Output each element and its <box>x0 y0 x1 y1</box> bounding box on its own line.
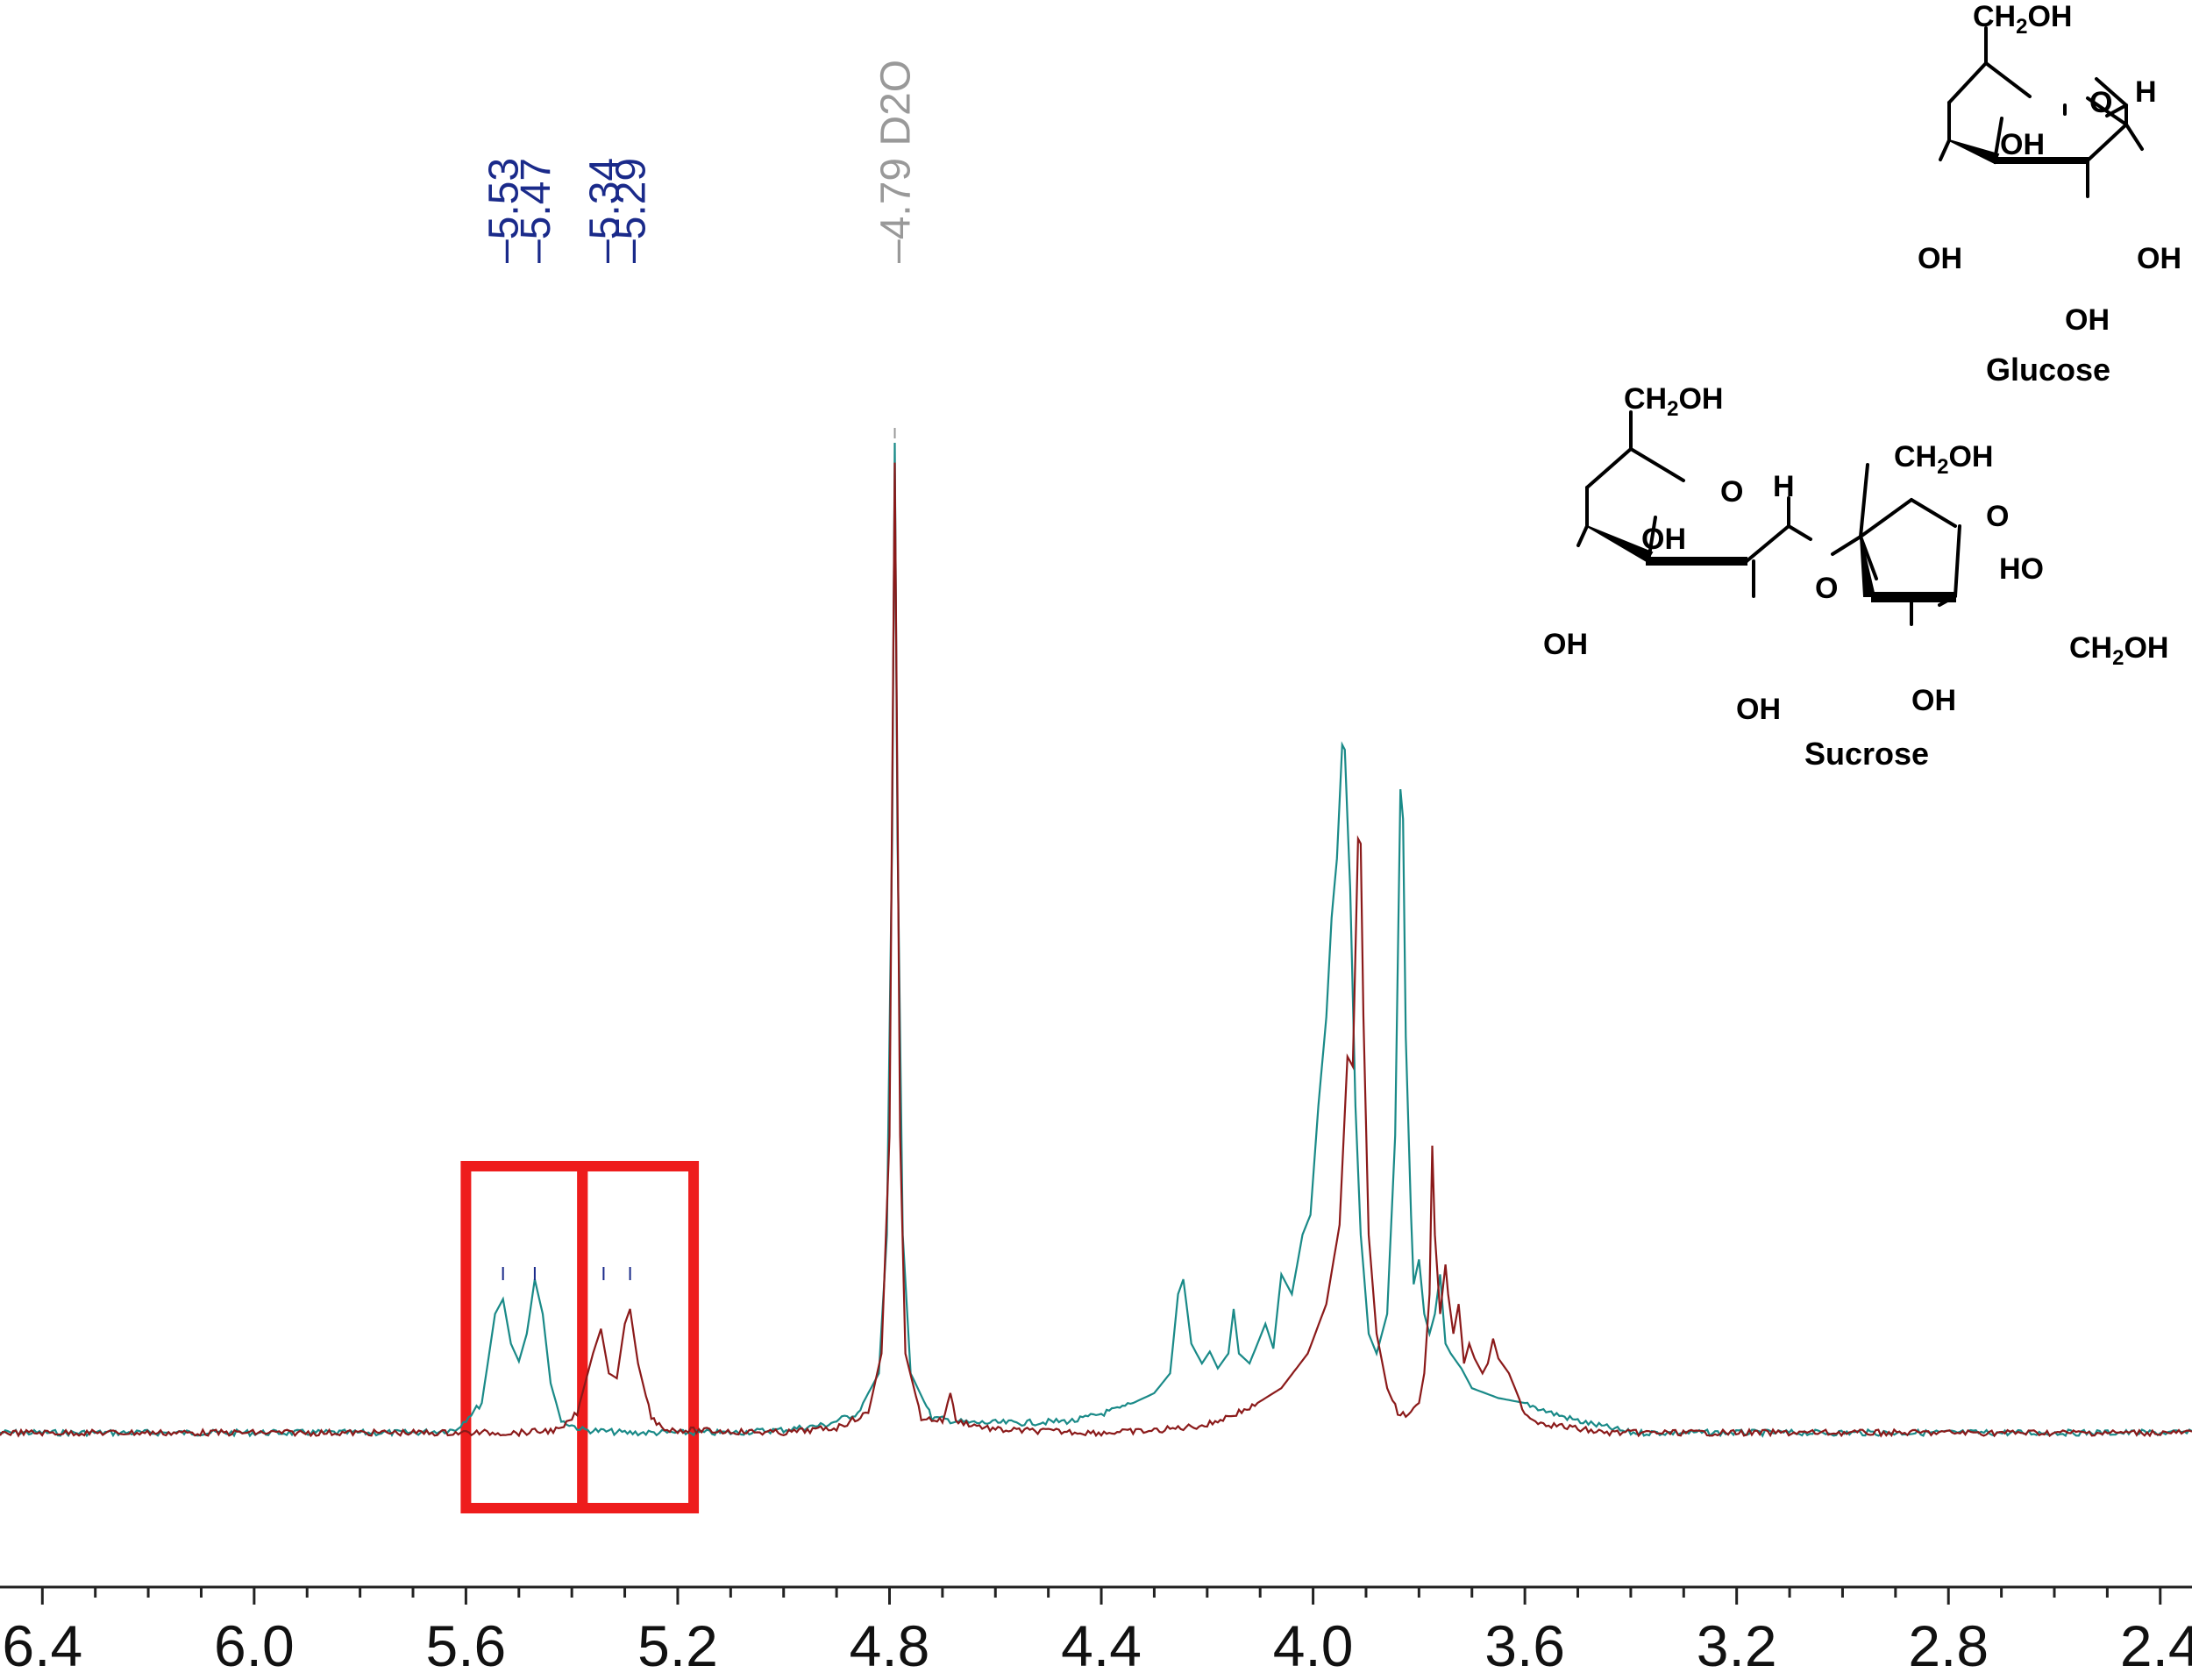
peak-labels: –5.53–5.47 –5.34–5.29 –4.79 D2O <box>481 60 920 1280</box>
glucose-oh-label-2: OH <box>1918 242 1962 275</box>
sucrose-bridge-oxygen-label: O <box>1815 572 1838 605</box>
x-axis: 6.4 6.0 5.6 5.2 4.8 4.4 4.0 3.6 3.2 2.8 2.4 <box>0 1585 2192 1678</box>
highlight-boxes <box>460 1161 700 1513</box>
glucose-structure: CH2OH O H OH OH OH OH Glucose <box>1918 0 2181 388</box>
peak-label-1: –5.53 <box>481 158 528 263</box>
sucrose-bond <box>1629 447 1685 482</box>
sucrose-name-label: Sucrose <box>1804 736 1929 772</box>
x-tick-label: 5.2 <box>637 1613 718 1678</box>
sucrose-wedge <box>1646 557 1747 566</box>
sucrose-ring-oxygen-label-1: O <box>1720 475 1743 509</box>
x-tick-label: 5.6 <box>426 1613 507 1678</box>
highlight-box-1 <box>460 1161 588 1513</box>
sucrose-bond <box>1859 463 1869 538</box>
sucrose-ch2oh-label-1: CH2OH <box>1624 382 1723 421</box>
x-tick-label: 4.0 <box>1273 1613 1354 1678</box>
x-tick-label: 3.6 <box>1484 1613 1565 1678</box>
sucrose-oh-label-2: OH <box>1543 628 1588 661</box>
glucose-anomeric-h-label: H <box>2135 75 2157 109</box>
glucose-oh-label-3: OH <box>2065 303 2110 337</box>
sucrose-bond <box>1831 535 1862 556</box>
x-tick-label: 2.8 <box>1908 1613 1989 1678</box>
sucrose-ch2oh-label-3: CH2OH <box>2069 631 2168 670</box>
x-tick-label: 4.8 <box>850 1613 930 1678</box>
sucrose-oh-label-1: OH <box>1641 523 1686 556</box>
sucrose-oh-label-4: OH <box>1911 684 1956 717</box>
sucrose-oh-label-3: OH <box>1736 693 1781 726</box>
glucose-ch2oh-label: CH2OH <box>1973 0 2072 39</box>
sucrose-bond <box>1859 535 1878 580</box>
sucrose-bond <box>1859 498 1913 538</box>
x-tick-label: 3.2 <box>1697 1613 1777 1678</box>
peak-label-4: –5.29 <box>608 158 655 263</box>
glucose-ring-oxygen-label: O <box>2089 86 2112 119</box>
sucrose-bond <box>1576 524 1589 547</box>
highlight-box-2 <box>577 1161 700 1513</box>
peak-label-2: –5.47 <box>513 158 559 263</box>
glucose-oh-label-4: OH <box>2137 242 2181 275</box>
glucose-name-label: Glucose <box>1986 352 2110 388</box>
peak-label-3: –5.34 <box>581 158 628 263</box>
peak-label-5: –4.79 D2O <box>873 60 920 263</box>
sucrose-anomeric-h-label: H <box>1773 470 1795 503</box>
spectrum-traces <box>0 442 2192 1438</box>
glucose-oh-label-1: OH <box>2000 128 2045 161</box>
sucrose-bond <box>1954 524 1961 598</box>
sucrose-wedge <box>1871 592 1956 602</box>
sucrose-bond <box>1745 524 1790 563</box>
sucrose-bond <box>1910 498 1957 528</box>
sucrose-ch2oh-label-2: CH2OH <box>1894 440 1993 479</box>
x-tick-label: 6.0 <box>214 1613 295 1678</box>
sucrose-ho-label: HO <box>1999 552 2044 586</box>
x-tick-label: 2.4 <box>2120 1613 2192 1678</box>
sucrose-wedge <box>1860 536 1876 597</box>
x-tick-label: 4.4 <box>1061 1613 1142 1678</box>
sucrose-ring-oxygen-label-2: O <box>1986 500 2009 533</box>
sucrose-bond <box>1787 524 1812 541</box>
x-tick-label: 6.4 <box>2 1613 82 1678</box>
sucrose-bond <box>1585 447 1633 489</box>
spectrum-trace-2 <box>0 462 2192 1438</box>
